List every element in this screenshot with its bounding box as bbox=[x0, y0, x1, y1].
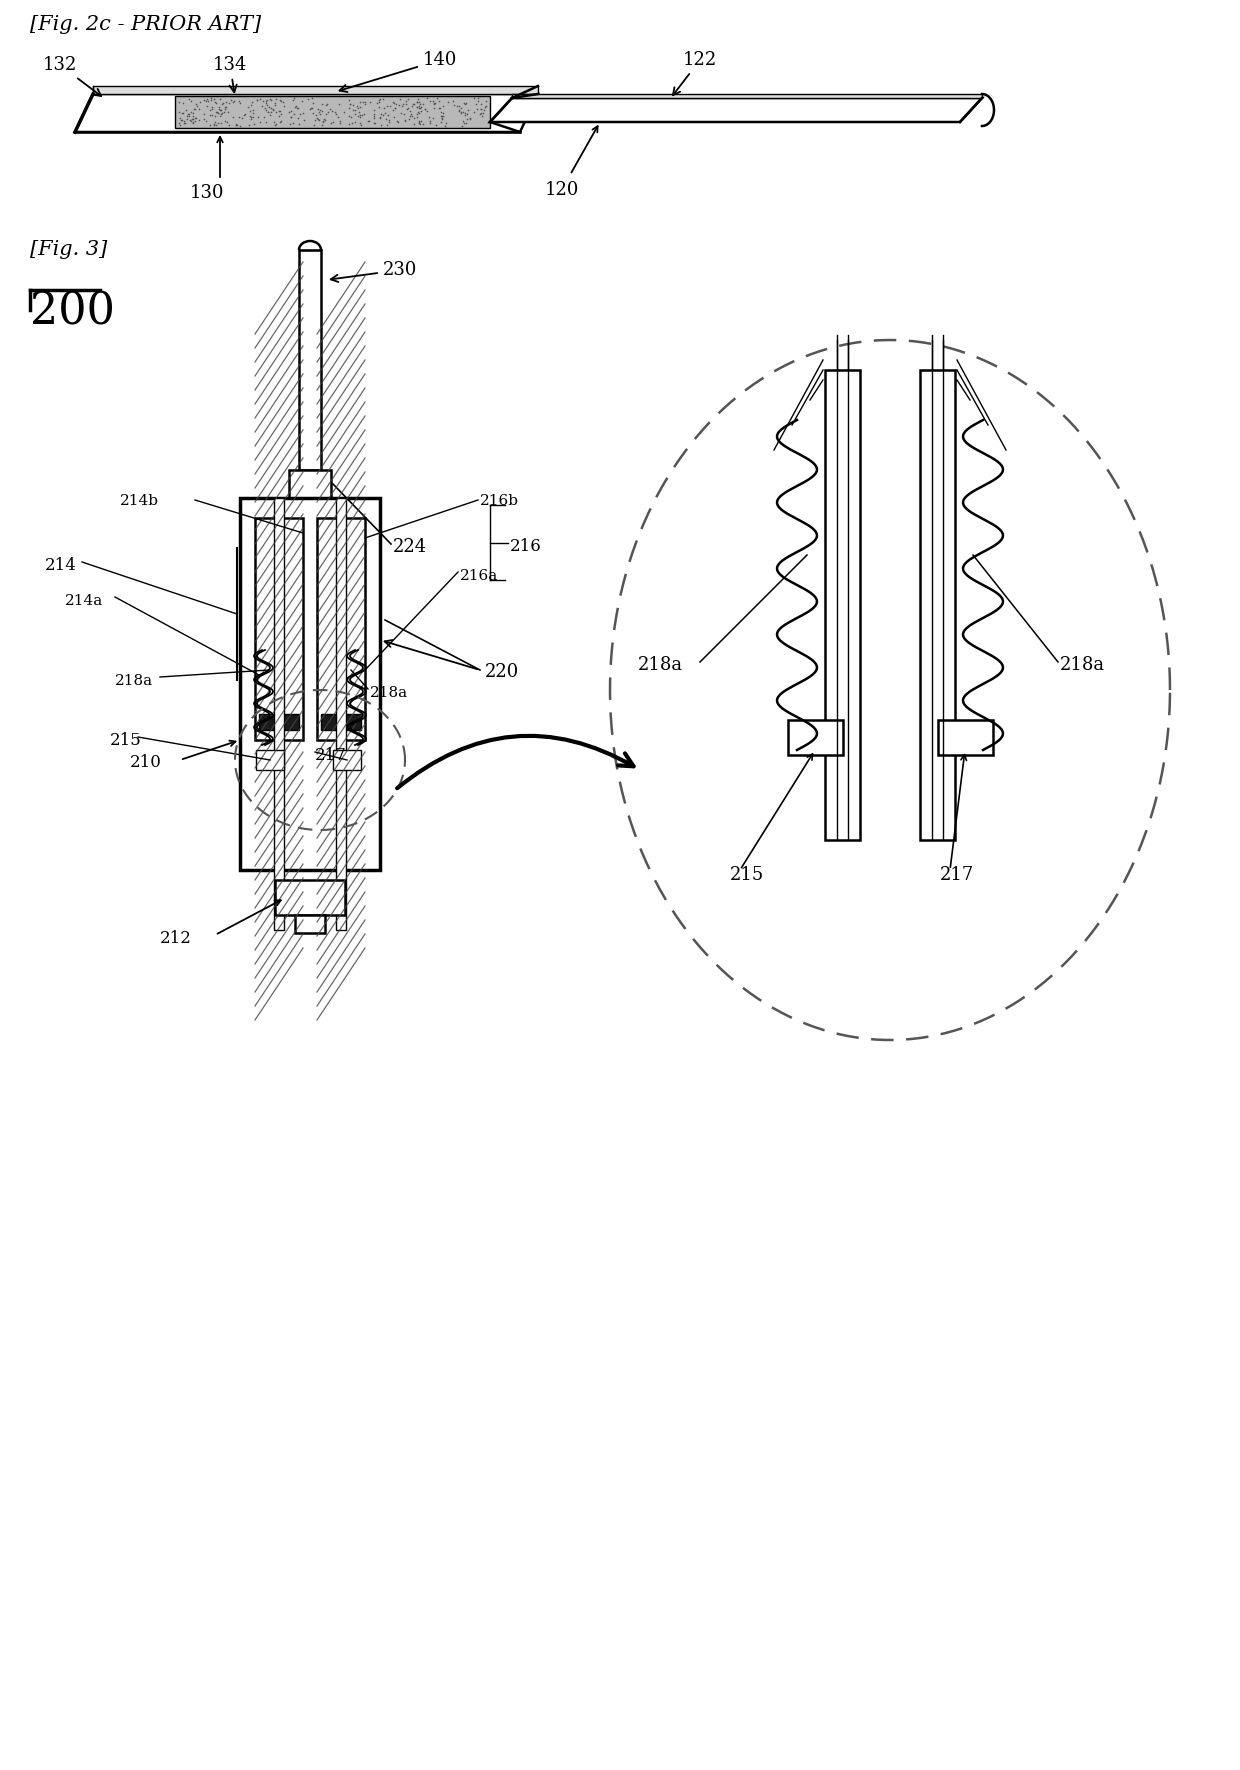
Text: 218a: 218a bbox=[370, 687, 408, 699]
Bar bbox=[259, 713, 299, 729]
Text: 216: 216 bbox=[510, 538, 542, 556]
Polygon shape bbox=[93, 87, 538, 94]
Bar bbox=[255, 519, 303, 740]
Bar bbox=[920, 370, 955, 841]
Bar bbox=[275, 880, 345, 915]
Text: 214: 214 bbox=[45, 558, 77, 573]
Text: 215: 215 bbox=[110, 733, 141, 749]
Bar bbox=[317, 519, 365, 740]
Text: 210: 210 bbox=[130, 754, 162, 772]
Bar bbox=[787, 720, 843, 756]
Text: 220: 220 bbox=[485, 664, 520, 681]
Bar bbox=[937, 720, 993, 756]
Text: 216b: 216b bbox=[480, 494, 520, 508]
Text: 214a: 214a bbox=[64, 595, 103, 609]
Text: 200: 200 bbox=[30, 290, 115, 333]
Text: 212: 212 bbox=[160, 929, 192, 947]
Bar bbox=[299, 250, 321, 471]
Bar bbox=[255, 750, 284, 770]
Text: 218a: 218a bbox=[115, 674, 153, 689]
Text: 122: 122 bbox=[673, 51, 717, 96]
Text: 217: 217 bbox=[315, 747, 347, 765]
Bar bbox=[241, 497, 379, 871]
Bar bbox=[274, 497, 284, 929]
Text: 230: 230 bbox=[331, 260, 417, 281]
Bar bbox=[825, 370, 861, 841]
Text: 132: 132 bbox=[43, 57, 102, 96]
Bar bbox=[295, 915, 325, 933]
Bar bbox=[175, 96, 490, 127]
Text: 215: 215 bbox=[730, 866, 764, 883]
Bar bbox=[334, 750, 361, 770]
Text: 217: 217 bbox=[940, 866, 975, 883]
Polygon shape bbox=[74, 94, 538, 133]
Bar bbox=[336, 497, 346, 929]
Text: 224: 224 bbox=[393, 538, 427, 556]
Text: 130: 130 bbox=[190, 184, 224, 202]
Bar bbox=[321, 713, 361, 729]
Text: 218a: 218a bbox=[639, 657, 683, 674]
Text: 120: 120 bbox=[546, 181, 579, 198]
Text: 218a: 218a bbox=[1060, 657, 1105, 674]
Text: 134: 134 bbox=[213, 57, 247, 92]
Text: [Fig. 2c - PRIOR ART]: [Fig. 2c - PRIOR ART] bbox=[30, 14, 262, 34]
Text: 140: 140 bbox=[340, 51, 458, 92]
Polygon shape bbox=[512, 94, 982, 97]
Polygon shape bbox=[490, 97, 982, 122]
Text: 216a: 216a bbox=[460, 568, 498, 582]
Bar bbox=[289, 471, 331, 497]
Text: [Fig. 3]: [Fig. 3] bbox=[30, 241, 107, 258]
Text: 214b: 214b bbox=[120, 494, 159, 508]
